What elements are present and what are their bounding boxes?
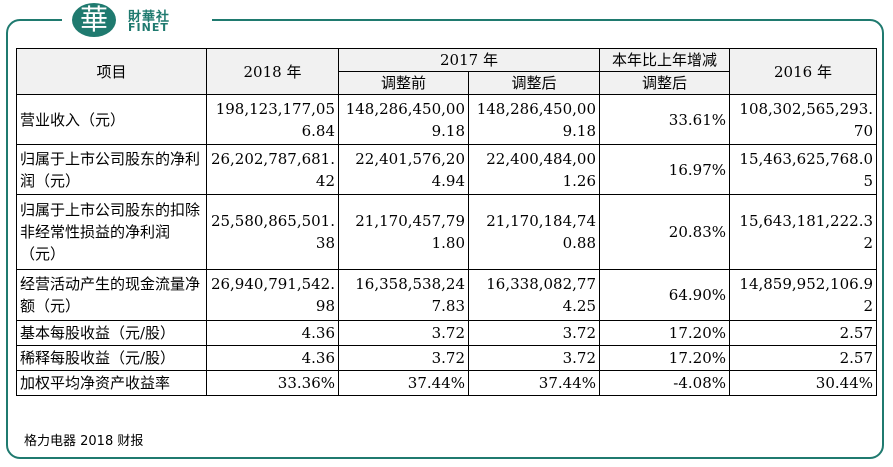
cell-2016: 15,463,625,768.05 xyxy=(729,144,877,195)
cell-change: -4.08% xyxy=(599,370,730,396)
logo-mark: 華 xyxy=(72,3,116,37)
header-change-sub: 调整后 xyxy=(599,71,730,95)
cell-2017-before: 16,358,538,247.83 xyxy=(338,269,469,321)
table-row: 基本每股收益（元/股） 4.36 3.72 3.72 17.20% 2.57 xyxy=(16,320,877,346)
cell-2016: 2.57 xyxy=(729,345,877,371)
cell-2017-before: 21,170,457,791.80 xyxy=(338,194,469,270)
cell-2017-after: 16,338,082,774.25 xyxy=(468,269,600,321)
table-row: 加权平均净资产收益率 33.36% 37.44% 37.44% -4.08% 3… xyxy=(16,370,877,396)
cell-2017-before: 37.44% xyxy=(338,370,469,396)
cell-2018: 4.36 xyxy=(206,320,339,346)
cell-2017-before: 148,286,450,009.18 xyxy=(338,94,469,145)
cell-2018: 198,123,177,056.84 xyxy=(206,94,339,145)
row-label: 归属于上市公司股东的净利润（元） xyxy=(16,144,207,195)
table-row: 归属于上市公司股东的扣除非经常性损益的净利润（元） 25,580,865,501… xyxy=(16,194,877,270)
cell-2017-before: 22,401,576,204.94 xyxy=(338,144,469,195)
table-row: 营业收入（元） 198,123,177,056.84 148,286,450,0… xyxy=(16,94,877,145)
cell-2017-after: 3.72 xyxy=(468,320,600,346)
brand-name-en: FINET xyxy=(128,21,169,34)
cell-2017-before: 3.72 xyxy=(338,320,469,346)
cell-2017-before: 3.72 xyxy=(338,345,469,371)
table-row: 经营活动产生的现金流量净额（元） 26,940,791,542.98 16,35… xyxy=(16,269,877,321)
header-change: 本年比上年增减 xyxy=(599,48,730,72)
row-label: 营业收入（元） xyxy=(16,94,207,145)
cell-2017-after: 21,170,184,740.88 xyxy=(468,194,600,270)
row-label: 稀释每股收益（元/股） xyxy=(16,345,207,371)
table-row: 稀释每股收益（元/股） 4.36 3.72 3.72 17.20% 2.57 xyxy=(16,345,877,371)
cell-2018: 33.36% xyxy=(206,370,339,396)
cell-2016: 108,302,565,293.70 xyxy=(729,94,877,145)
row-label: 加权平均净资产收益率 xyxy=(16,370,207,396)
cell-2018: 25,580,865,501.38 xyxy=(206,194,339,270)
cell-change: 17.20% xyxy=(599,320,730,346)
financial-table: 项目 2018 年 2017 年 本年比上年增减 2016 年 调整前 调整后 … xyxy=(16,48,877,396)
cell-2017-after: 148,286,450,009.18 xyxy=(468,94,600,145)
cell-change: 17.20% xyxy=(599,345,730,371)
cell-change: 16.97% xyxy=(599,144,730,195)
header-2018: 2018 年 xyxy=(206,48,339,95)
cell-change: 33.61% xyxy=(599,94,730,145)
cell-2017-after: 3.72 xyxy=(468,345,600,371)
table-row: 归属于上市公司股东的净利润（元） 26,202,787,681.42 22,40… xyxy=(16,144,877,195)
row-label: 经营活动产生的现金流量净额（元） xyxy=(16,269,207,321)
row-label: 归属于上市公司股东的扣除非经常性损益的净利润（元） xyxy=(16,194,207,270)
cell-2017-after: 37.44% xyxy=(468,370,600,396)
cell-2018: 26,202,787,681.42 xyxy=(206,144,339,195)
row-label: 基本每股收益（元/股） xyxy=(16,320,207,346)
cell-2016: 14,859,952,106.92 xyxy=(729,269,877,321)
footer-caption: 格力电器 2018 财报 xyxy=(24,434,144,449)
cell-2018: 4.36 xyxy=(206,345,339,371)
cell-2016: 15,643,181,222.32 xyxy=(729,194,877,270)
cell-2018: 26,940,791,542.98 xyxy=(206,269,339,321)
header-item: 项目 xyxy=(16,48,207,95)
cell-2016: 2.57 xyxy=(729,320,877,346)
cell-2017-after: 22,400,484,001.26 xyxy=(468,144,600,195)
brand-name-cn: 財華社 xyxy=(128,10,171,25)
cell-change: 20.83% xyxy=(599,194,730,270)
cell-change: 64.90% xyxy=(599,269,730,321)
cell-2016: 30.44% xyxy=(729,370,877,396)
header-2017-before: 调整前 xyxy=(338,71,469,95)
header-2017-after: 调整后 xyxy=(468,71,600,95)
header-2017: 2017 年 xyxy=(338,48,600,72)
header-2016: 2016 年 xyxy=(729,48,877,95)
card-frame xyxy=(6,19,884,459)
